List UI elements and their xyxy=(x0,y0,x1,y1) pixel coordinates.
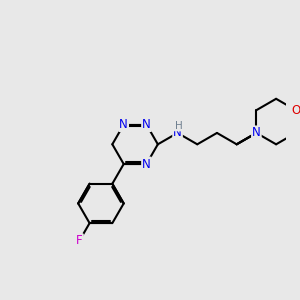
Text: N: N xyxy=(142,118,151,131)
Text: H: H xyxy=(175,121,183,130)
Text: F: F xyxy=(76,234,83,248)
Text: N: N xyxy=(252,126,261,140)
Text: F: F xyxy=(76,234,83,248)
Text: O: O xyxy=(291,104,300,117)
Text: N: N xyxy=(119,118,128,131)
Text: N: N xyxy=(142,158,151,170)
Text: N: N xyxy=(173,126,182,140)
